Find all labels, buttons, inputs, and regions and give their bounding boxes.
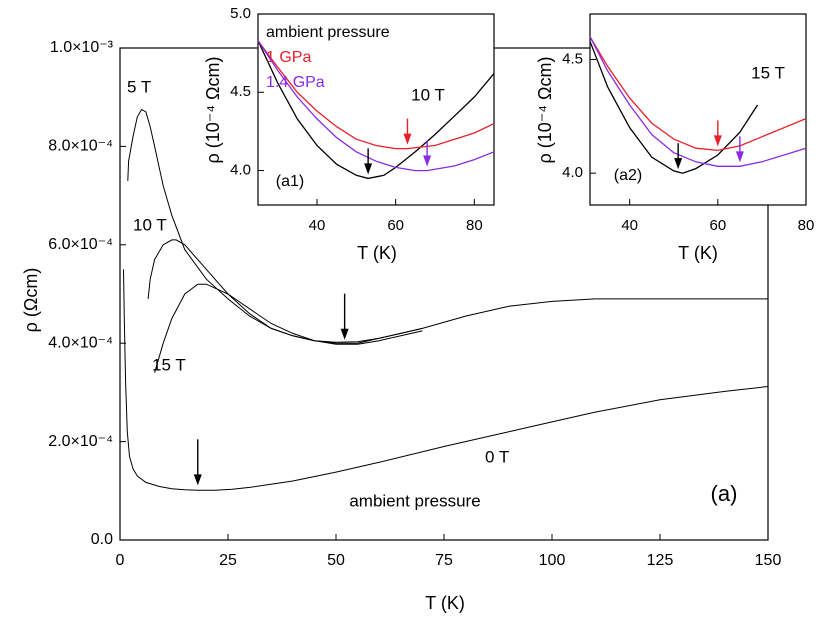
curve: [589, 36, 807, 167]
annotation: (a): [711, 481, 738, 506]
x-tick-label: 80: [466, 217, 483, 234]
y-tick-label: 6.0×10⁻⁴: [48, 236, 113, 253]
arrow-head: [423, 155, 432, 167]
arrow-head: [403, 133, 412, 145]
legend-entry: 1 GPa: [266, 49, 311, 66]
curve: [123, 269, 769, 491]
series-label: 5 T: [127, 77, 151, 96]
curve: [257, 40, 495, 172]
curve: [589, 41, 759, 174]
y-tick-label: 4.5: [230, 83, 251, 100]
y-tick-label: 0.0: [91, 531, 113, 548]
x-tick-label: 50: [327, 552, 345, 569]
x-axis-label: T (K): [357, 243, 397, 263]
y-axis-label: ρ (Ωcm): [21, 268, 41, 333]
y-tick-label: 1.0×10⁻³: [50, 39, 114, 56]
x-tick-label: 100: [539, 552, 566, 569]
x-tick-label: 60: [709, 217, 726, 234]
y-tick-label: 5.0: [230, 5, 251, 22]
y-tick-label: 4.0×10⁻⁴: [48, 334, 113, 351]
inset-frame: [257, 13, 495, 206]
y-tick-label: 8.0×10⁻⁴: [48, 138, 113, 155]
x-tick-label: 60: [387, 217, 404, 234]
curve: [257, 40, 495, 150]
curve: [257, 40, 495, 180]
x-axis-label: T (K): [678, 243, 718, 263]
arrow-head: [340, 328, 349, 340]
x-tick-label: 40: [309, 217, 326, 234]
curve: [147, 239, 423, 343]
x-tick-label: 25: [219, 552, 237, 569]
annotation: 15 T: [751, 63, 785, 82]
x-tick-label: 125: [647, 552, 674, 569]
x-tick-label: 75: [435, 552, 453, 569]
annotation: 10 T: [411, 85, 445, 104]
arrow-head: [674, 158, 683, 170]
x-axis-label: T (K): [425, 593, 465, 613]
y-axis-label: ρ (10⁻⁴ Ωcm): [535, 57, 555, 164]
series-label: 0 T: [485, 447, 509, 466]
x-tick-label: 40: [621, 217, 638, 234]
series-label: 10 T: [133, 215, 167, 234]
annotation: (a1): [276, 173, 304, 190]
y-tick-label: 4.5: [562, 50, 583, 67]
curve: [589, 36, 807, 152]
arrow-head: [713, 135, 722, 147]
curve: [127, 108, 768, 344]
y-axis-label: ρ (10⁻⁴ Ωcm): [203, 57, 223, 164]
x-tick-label: 0: [116, 552, 125, 569]
arrow-head: [193, 474, 202, 486]
annotation: ambient pressure: [349, 491, 480, 510]
legend-entry: ambient pressure: [266, 24, 390, 41]
x-tick-label: 80: [798, 217, 815, 234]
series-label: 15 T: [152, 355, 186, 374]
annotation: (a2): [614, 167, 642, 184]
arrow-head: [364, 163, 373, 175]
curve: [154, 283, 423, 373]
arrow-head: [735, 151, 744, 163]
y-tick-label: 4.0: [562, 164, 583, 181]
y-tick-label: 4.0: [230, 162, 251, 179]
x-tick-label: 150: [755, 552, 782, 569]
legend-entry: 1.4 GPa: [266, 74, 325, 91]
inset-frame: [589, 13, 807, 206]
y-tick-label: 2.0×10⁻⁴: [48, 433, 113, 450]
